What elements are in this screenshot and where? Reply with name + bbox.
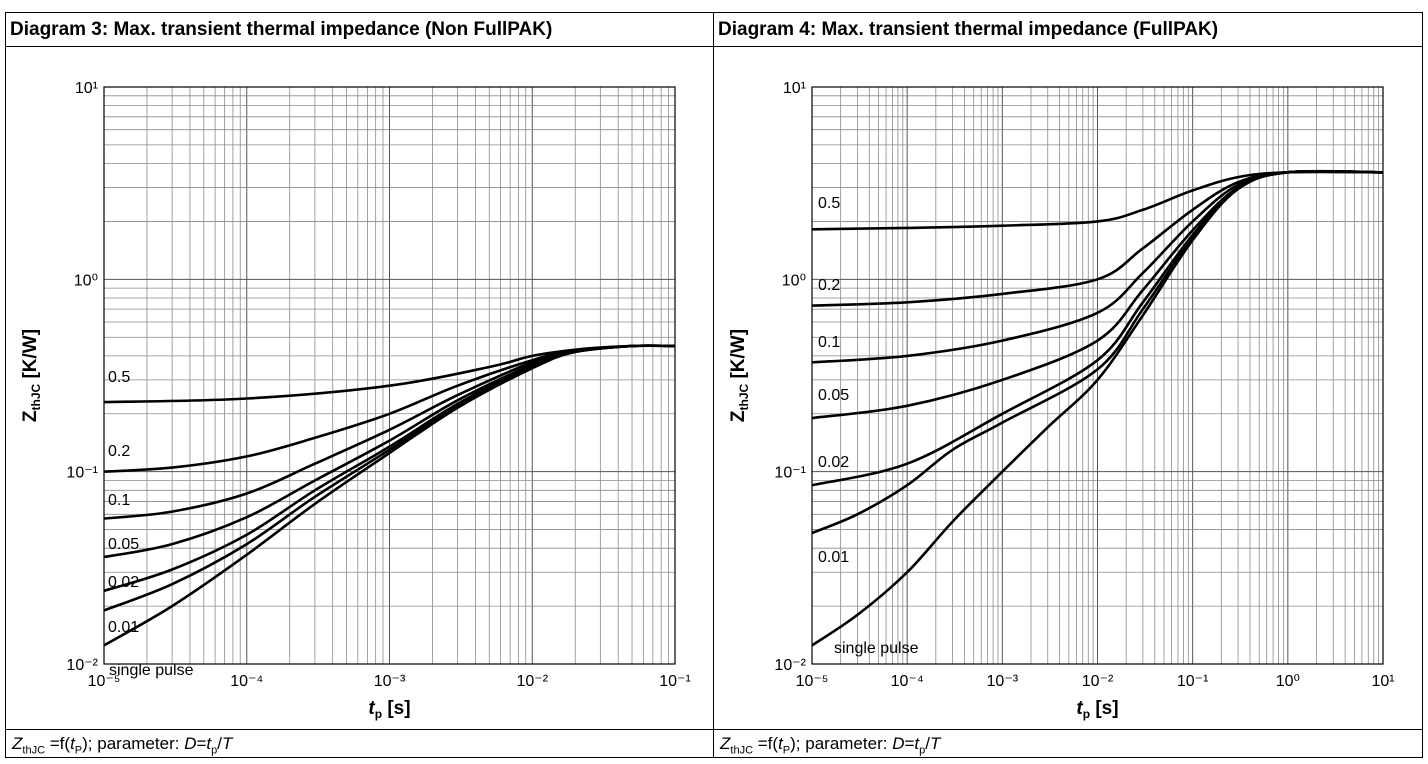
y-tick-label: 10¹ bbox=[75, 80, 98, 97]
caption-t2: t bbox=[206, 734, 212, 753]
series-lines: 0.5 0.2 0.1 0.05 0.02 0.01 single pulse bbox=[811, 169, 1384, 657]
x-tick-label: 10⁻¹ bbox=[1177, 673, 1209, 690]
caption-T: T bbox=[930, 734, 941, 753]
x-tick-label: 10⁻⁴ bbox=[891, 673, 924, 690]
caption-slash: / bbox=[925, 734, 930, 753]
diagram-3-caption: ZthJC =f(tP); parameter: D=tp/T bbox=[6, 729, 713, 757]
diagram-3-panel: Diagram 3: Max. transient thermal impeda… bbox=[5, 12, 714, 758]
diagram-4-chart: 10⁻⁵ 10⁻⁴ 10⁻³ 10⁻² 10⁻¹ 10⁰ 10¹ 10⁻² 10⁻¹ 10⁰ 10¹… bbox=[728, 80, 1395, 721]
series-lines: 0.5 0.2 0.1 0.05 0.02 0.01 single pulse bbox=[103, 344, 676, 679]
caption-T: T bbox=[222, 734, 233, 753]
x-tick-label: 10⁻² bbox=[516, 673, 548, 690]
caption-slash: / bbox=[217, 734, 222, 753]
caption-z: Z bbox=[720, 734, 731, 753]
series-label: single pulse bbox=[109, 662, 194, 679]
series-label: 0.2 bbox=[108, 443, 130, 460]
x-tick-label: 10⁻⁵ bbox=[88, 673, 121, 690]
x-tick-label: 10⁻⁴ bbox=[230, 673, 263, 690]
y-tick-label: 10¹ bbox=[783, 80, 806, 97]
series-label: 0.01 bbox=[108, 619, 139, 636]
series-label: 0.05 bbox=[818, 387, 849, 404]
diagram-4-title: Diagram 4: Max. transient thermal impeda… bbox=[714, 13, 1422, 47]
series-label: 0.02 bbox=[818, 454, 849, 471]
diagram-4-panel: Diagram 4: Max. transient thermal impeda… bbox=[713, 12, 1423, 758]
y-tick-label: 10⁻² bbox=[774, 657, 806, 674]
caption-eq: = bbox=[196, 734, 207, 753]
plot-frame bbox=[103, 86, 676, 665]
caption-t: t bbox=[778, 734, 783, 753]
series-label: 0.01 bbox=[818, 549, 849, 566]
series-line-single-pulse bbox=[103, 344, 676, 647]
caption-t2-sub: p bbox=[919, 744, 926, 757]
caption-t: t bbox=[70, 734, 75, 753]
y-tick-labels: 10⁻² 10⁻¹ 10⁰ 10¹ bbox=[774, 80, 806, 674]
caption-mid: =f( bbox=[45, 734, 71, 753]
grid bbox=[811, 87, 1383, 665]
caption-z: Z bbox=[12, 734, 23, 753]
plot-frame bbox=[811, 86, 1384, 665]
caption-t2: t bbox=[914, 734, 920, 753]
y-tick-label: 10⁻² bbox=[66, 657, 98, 674]
x-axis-title: tp [s] bbox=[1076, 698, 1118, 721]
diagram-4-caption: ZthJC =f(tP); parameter: D=tp/T bbox=[714, 729, 1422, 757]
diagram-3-title: Diagram 3: Max. transient thermal impeda… bbox=[6, 13, 713, 47]
caption-rest: ); parameter: bbox=[790, 734, 893, 753]
x-tick-label: 10⁻¹ bbox=[659, 673, 691, 690]
caption-mid: =f( bbox=[753, 734, 779, 753]
y-tick-label: 10⁰ bbox=[74, 272, 98, 289]
y-axis-title: ZthJC [K/W] bbox=[728, 329, 751, 422]
caption-t-sub: P bbox=[74, 744, 83, 757]
series-label: 0.1 bbox=[108, 492, 130, 509]
x-tick-label: 10⁻² bbox=[1082, 673, 1114, 690]
grid bbox=[103, 87, 675, 665]
x-tick-label: 10⁻³ bbox=[374, 673, 406, 690]
series-label: 0.02 bbox=[108, 574, 139, 591]
x-tick-labels: 10⁻⁵ 10⁻⁴ 10⁻³ 10⁻² 10⁻¹ 10⁰ 10¹ bbox=[796, 673, 1395, 690]
series-label: 0.5 bbox=[108, 369, 130, 386]
diagram-3-chart: 10⁻⁵ 10⁻⁴ 10⁻³ 10⁻² 10⁻¹ 10⁻² 10⁻¹ 10⁰ 10¹ tp [s]… bbox=[20, 80, 691, 721]
caption-d: D bbox=[184, 734, 197, 753]
y-axis-title: ZthJC [K/W] bbox=[20, 329, 43, 422]
y-tick-labels: 10⁻² 10⁻¹ 10⁰ 10¹ bbox=[66, 80, 98, 674]
series-label: 0.2 bbox=[818, 277, 840, 294]
series-label: 0.05 bbox=[108, 536, 139, 553]
x-tick-labels: 10⁻⁵ 10⁻⁴ 10⁻³ 10⁻² 10⁻¹ bbox=[88, 673, 691, 690]
caption-z-sub: thJC bbox=[22, 744, 46, 757]
x-tick-label: 10⁻³ bbox=[987, 673, 1019, 690]
series-line-single-pulse bbox=[811, 169, 1384, 647]
series-label: 0.5 bbox=[818, 195, 840, 212]
caption-z-sub: thJC bbox=[730, 744, 754, 757]
x-tick-label: 10⁰ bbox=[1276, 673, 1300, 690]
x-tick-label: 10⁻⁵ bbox=[796, 673, 829, 690]
series-label: 0.1 bbox=[818, 334, 840, 351]
y-tick-label: 10⁻¹ bbox=[774, 465, 806, 482]
x-tick-label: 10¹ bbox=[1371, 673, 1394, 690]
y-tick-label: 10⁻¹ bbox=[66, 465, 98, 482]
caption-t-sub: P bbox=[782, 744, 791, 757]
x-axis-title: tp [s] bbox=[368, 698, 410, 721]
y-tick-label: 10⁰ bbox=[782, 272, 806, 289]
series-label: single pulse bbox=[834, 640, 919, 657]
caption-rest: ); parameter: bbox=[82, 734, 185, 753]
caption-d: D bbox=[892, 734, 905, 753]
caption-t2-sub: p bbox=[211, 744, 218, 757]
caption-eq: = bbox=[904, 734, 915, 753]
